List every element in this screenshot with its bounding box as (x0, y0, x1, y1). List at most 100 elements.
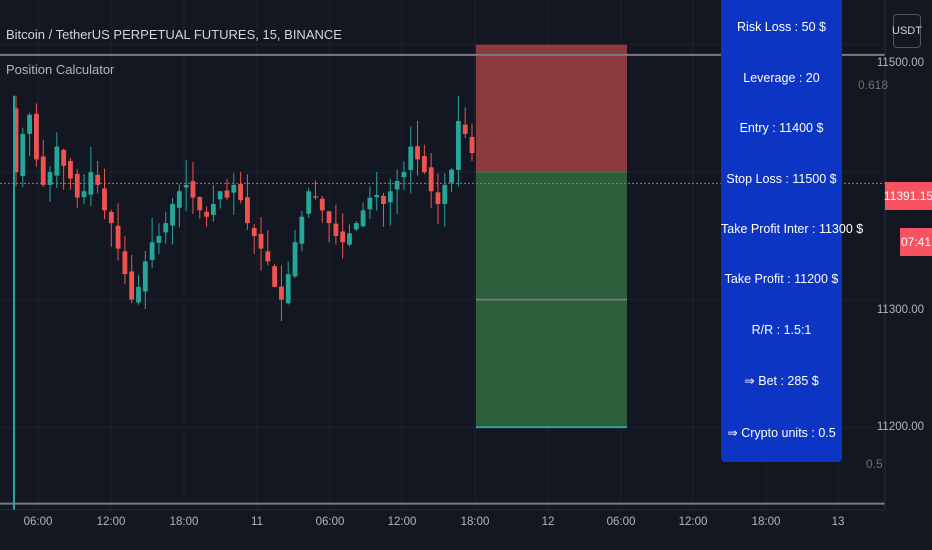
candle-body (197, 197, 203, 211)
candle-body (340, 231, 346, 243)
candle-body (333, 223, 339, 236)
candle-body (129, 271, 135, 300)
price-label-11200: 11200.00 (876, 421, 924, 433)
candle-body (313, 196, 318, 198)
fib-label-0618: 0.618 (858, 78, 889, 92)
fib-label-05: 0.5 (866, 457, 883, 471)
candle-body (415, 146, 420, 160)
candle-body (449, 169, 454, 183)
candle-body (455, 121, 461, 170)
time-label: 11 (251, 516, 263, 528)
candle-body (88, 172, 94, 195)
candle-body (469, 136, 475, 153)
candle-body (190, 181, 196, 198)
candle-body (47, 172, 53, 185)
bet-value: ⇒ Bet : 285 $ (744, 374, 819, 389)
leverage-value: Leverage : 20 (743, 70, 820, 85)
candle-body (408, 146, 414, 171)
candle-body (102, 188, 107, 211)
candle-body (54, 146, 60, 176)
time-label: 12 (541, 516, 555, 528)
candle-body (251, 227, 257, 236)
price-label-11300: 11300.00 (876, 304, 924, 316)
candle-body (367, 197, 373, 210)
candle-body (374, 195, 380, 198)
candle-body (170, 204, 175, 226)
time-label: 06:00 (315, 516, 345, 528)
candle-body (13, 108, 19, 173)
candle-body (258, 233, 264, 249)
take-profit-value: Take Profit : 11200 $ (724, 272, 839, 287)
symbol-title[interactable]: Bitcoin / TetherUS PERPETUAL FUTURES, 15… (6, 27, 342, 42)
candle-body (347, 233, 352, 245)
candle-body (40, 156, 46, 185)
candle-body (462, 124, 468, 134)
candle-body (238, 183, 243, 201)
candle-body (272, 266, 278, 287)
candle-body (442, 184, 448, 204)
take-profit-inter-value: Take Profit Inter : 11300 $ (721, 221, 864, 236)
candle-body (299, 216, 305, 244)
candle-body (122, 251, 128, 275)
candle-body (183, 184, 189, 188)
time-label: 06:00 (23, 516, 53, 528)
candle-body (394, 181, 400, 190)
stop-loss-value: Stop Loss : 11500 $ (726, 171, 837, 186)
candle-body (115, 225, 121, 249)
candle-body (353, 223, 359, 230)
risk-reward-value: R/R : 1.5:1 (751, 322, 812, 337)
candle-body (217, 191, 223, 200)
candle-body (61, 149, 67, 166)
time-axis[interactable]: 06:00 12:00 18:00 11 06:00 12:00 18:00 1… (0, 510, 885, 550)
time-label: 12:00 (387, 516, 417, 528)
candlestick-series (13, 95, 475, 510)
time-label: 13 (831, 516, 845, 528)
candle-body (306, 191, 312, 214)
candle-body (142, 261, 148, 292)
stop-loss-zone (476, 44, 627, 173)
risk-loss-value: Risk Loss : 50 $ (737, 20, 826, 35)
candle-body (435, 192, 441, 204)
candle-body (27, 114, 33, 134)
time-label: 12:00 (678, 516, 708, 528)
position-zones (476, 44, 627, 429)
candle-body (326, 211, 332, 224)
time-label: 18:00 (169, 516, 199, 528)
candle-body (156, 235, 162, 243)
candle-body (279, 286, 284, 300)
candle-body (387, 191, 393, 203)
crypto-units-value: ⇒ Crypto units : 0.5 (727, 425, 836, 440)
candle-body (224, 190, 230, 198)
candle-body (360, 210, 366, 227)
candle-body (381, 195, 386, 204)
time-label: 06:00 (606, 516, 636, 528)
candle-body (108, 211, 114, 224)
candle-body (245, 197, 250, 224)
time-label: 12:00 (96, 516, 126, 528)
candle-body (68, 160, 73, 179)
candle-body (210, 204, 216, 215)
time-label: 18:00 (460, 516, 490, 528)
price-label-11500: 11500.00 (876, 57, 924, 69)
candle-body (231, 184, 237, 193)
candle-body (421, 156, 427, 173)
candle-body (81, 191, 87, 198)
currency-button[interactable]: USDT (892, 14, 922, 48)
candle-body (163, 223, 169, 233)
candle-body (34, 113, 39, 160)
candle-body (20, 133, 26, 177)
bar-countdown-badge: 07:41 (900, 228, 932, 256)
candle-body (136, 286, 141, 303)
candle-body (74, 173, 80, 198)
candle-body (176, 191, 182, 208)
candle-body (204, 211, 209, 217)
candle-body (95, 174, 101, 185)
candle-body (265, 251, 271, 262)
candle-body (428, 167, 434, 192)
indicator-name[interactable]: Position Calculator (6, 62, 115, 77)
candle-body (149, 242, 155, 260)
current-price-badge: 11391.15 (884, 182, 932, 210)
price-axis[interactable]: 11500.00 11300.00 11200.00 (877, 0, 932, 510)
time-label: 18:00 (751, 516, 781, 528)
